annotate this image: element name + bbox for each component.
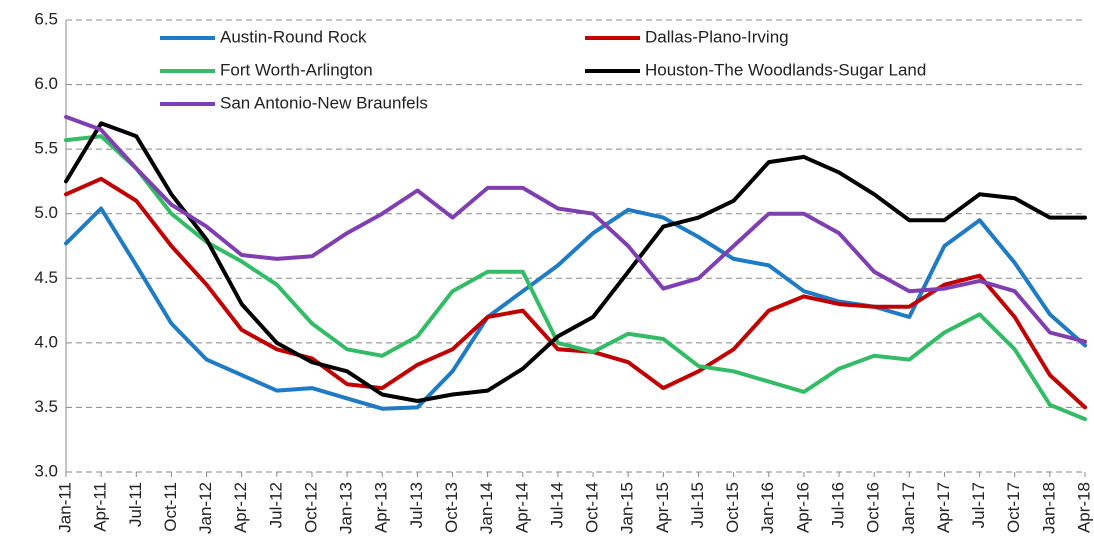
x-tick-label: Jul-11 [126, 482, 145, 527]
x-tick-label: Apr-13 [372, 482, 391, 533]
x-tick-label: Oct-17 [1004, 482, 1023, 533]
y-tick-label: 6.5 [34, 9, 58, 28]
x-tick-label: Oct-13 [442, 482, 461, 533]
y-tick-label: 5.0 [34, 203, 58, 222]
x-tick-label: Jul-16 [829, 482, 848, 528]
y-tick-label: 4.0 [34, 332, 58, 351]
y-tick-label: 6.0 [34, 74, 58, 93]
series-line [64, 114, 1087, 344]
x-tick-label: Jul-13 [407, 482, 426, 528]
y-tick-label: 5.5 [34, 139, 58, 158]
x-tick-label: Jul-17 [969, 482, 988, 528]
x-tick-label: Jan-18 [1039, 482, 1058, 534]
legend-label: Austin-Round Rock [220, 27, 367, 46]
x-tick-label: Oct-15 [723, 482, 742, 533]
x-tick-label: Apr-14 [512, 482, 531, 533]
x-tick-label: Jul-12 [266, 482, 285, 528]
x-tick-label: Jan-14 [477, 482, 496, 534]
y-tick-label: 4.5 [34, 268, 58, 287]
x-tick-label: Jul-14 [547, 482, 566, 528]
x-tick-label: Jan-16 [758, 482, 777, 534]
y-tick-label: 3.0 [34, 461, 58, 480]
legend-label: Fort Worth-Arlington [220, 60, 373, 79]
x-tick-label: Oct-11 [161, 482, 180, 532]
x-tick-label: Apr-11 [91, 482, 110, 532]
x-tick-label: Apr-17 [934, 482, 953, 533]
x-tick-label: Jan-13 [337, 482, 356, 534]
x-tick-label: Jul-15 [688, 482, 707, 528]
legend-label: Dallas-Plano-Irving [645, 27, 789, 46]
x-tick-label: Jan-17 [899, 482, 918, 534]
x-tick-label: Oct-16 [864, 482, 883, 533]
x-tick-label: Apr-16 [793, 482, 812, 533]
legend-label: Houston-The Woodlands-Sugar Land [645, 60, 926, 79]
x-tick-label: Oct-14 [583, 482, 602, 533]
y-tick-label: 3.5 [34, 397, 58, 416]
series-line [64, 121, 1087, 403]
legend-label: San Antonio-New Braunfels [220, 93, 428, 112]
x-tick-label: Jan-11 [55, 482, 74, 533]
x-tick-label: Apr-18 [1074, 482, 1093, 533]
x-tick-label: Apr-15 [653, 482, 672, 533]
x-tick-label: Jan-15 [618, 482, 637, 534]
x-tick-label: Jan-12 [196, 482, 215, 534]
x-tick-label: Apr-12 [231, 482, 250, 533]
series-line [64, 176, 1087, 410]
x-tick-label: Oct-12 [301, 482, 320, 533]
series-line [64, 134, 1087, 422]
